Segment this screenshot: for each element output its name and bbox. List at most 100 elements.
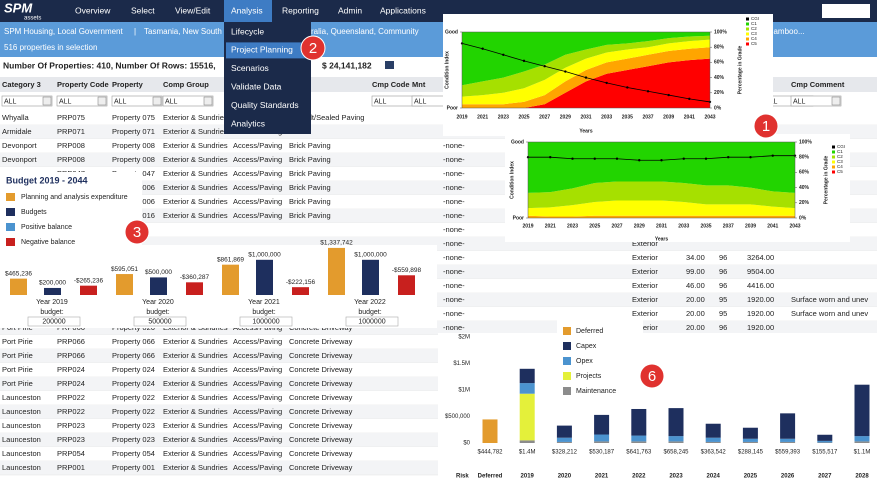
legend-label: C2 [837,154,843,159]
legend-swatch [832,155,835,159]
nav-item[interactable]: Admin [338,5,362,15]
table-cell: Brick Paving [289,183,331,192]
bar-segment [742,438,758,442]
table-cell: -none- [443,281,465,290]
budget-bar [256,259,273,295]
filter-value: ALL [414,98,427,105]
bar-segment [817,434,833,441]
x-tick-label: 2019 [521,474,535,480]
cgi-point [549,156,552,159]
bar-value-label: $1,000,000 [248,252,281,259]
table-cell: Exterior & Sundries [163,211,228,220]
table-cell: Access/Paving [233,141,282,150]
budget-bar [222,264,239,295]
budget-input[interactable] [239,316,293,327]
bar-total-label: $1.1M [854,450,871,456]
cgi-point [749,156,752,159]
y-tick-label: 0% [714,105,722,111]
legend-swatch [6,238,15,246]
column-filter[interactable] [790,95,842,107]
nav-item[interactable]: Select [131,5,155,15]
legend-swatch [746,42,749,46]
dropdown-item[interactable]: Project Planning [231,45,293,55]
table-cell: Access/Paving [233,365,282,374]
table-cell: Property 008 [112,141,155,150]
y-tick-label: $1.5M [453,361,470,367]
bar-value-label: $1,337,742 [320,240,353,247]
x-tick-label: 2024 [707,474,721,480]
column-filter[interactable] [111,95,163,107]
bar-segment [482,419,498,443]
step-badge [300,35,326,61]
table-cell: PRP054 [57,449,85,458]
table-cell: 20.00 [686,309,705,318]
bar-value-label: -$222,156 [286,279,316,286]
table-cell: Exterior & Sundries [163,407,228,416]
table-cell: 34.00 [686,253,705,262]
nav-item[interactable]: Overview [75,5,111,15]
bar-segment [519,393,535,441]
table-cell: 95 [719,309,727,318]
nav-item[interactable]: Applications [380,5,426,15]
bar-value-label: -$360,287 [180,274,210,281]
column-filter[interactable] [162,95,214,107]
legend-swatch [746,17,749,21]
bar-total-label: $328,212 [552,450,578,456]
y-tick-label: 60% [799,170,810,176]
dropdown-item[interactable]: Quality Standards [231,100,299,110]
x-tick-label: 2031 [656,223,667,229]
dropdown-item[interactable]: Analytics [231,118,265,128]
bar-total-label: $641,763 [626,450,652,456]
table-cell: Port Pirie [2,351,33,360]
menu-layer: Lifecycle Project Planning Scenarios Valida… [124,22,779,389]
bar-segment [556,437,572,442]
y2-tick-label: Good [445,29,458,35]
filter-value: ALL [59,98,72,105]
nav-item[interactable]: Analysis [231,5,263,15]
table-cell: 20.00 [686,323,705,332]
x-tick-label: 2033 [601,114,612,120]
bar-value-label: $465,236 [5,270,32,277]
dropdown-item[interactable]: Lifecycle [231,26,264,36]
step-number: 3 [133,224,141,241]
table-cell: Exterior & Sundries [163,141,228,150]
table-cell: Access/Paving [233,337,282,346]
table-cell: Surface worn and unev [791,295,868,304]
export-icon[interactable] [385,61,394,69]
legend-label: C1 [837,149,843,154]
table-cell: Exterior [632,239,658,248]
cgi-point [564,70,567,73]
bar-total-label: $530,187 [589,450,615,456]
dropdown-item[interactable]: Scenarios [231,63,269,73]
x-tick-label: 2043 [789,223,800,229]
y-tick-label: 80% [799,155,810,161]
search-box[interactable] [822,4,870,18]
table-cell: Exterior & Sundries [163,197,228,206]
cgi-point [682,157,685,160]
table-cell: Property 022 [112,407,155,416]
dropdown-item[interactable]: Validate Data [231,81,282,91]
budget-input[interactable] [133,316,187,327]
column-filter[interactable] [1,95,53,107]
table-cell: Asphalt/Sealed Paving [289,113,364,122]
table-cell: Concrete Driveway [289,449,353,458]
x-tick-label: 2023 [567,223,578,229]
bar-segment [817,442,833,443]
column-filter[interactable] [56,95,108,107]
x-tick-label: 2028 [855,474,869,480]
bar-total-label: $155,517 [812,450,838,456]
budget-input[interactable] [27,316,81,327]
cgi-point [667,93,670,97]
table-cell: Access/Paving [233,211,282,220]
budget-input[interactable] [345,316,399,327]
table-cell: Launceston [2,393,41,402]
legend-label: C2 [751,26,757,31]
table-cell: Exterior & Sundries [163,183,228,192]
nav-item[interactable]: View/Edit [175,5,211,15]
x-tick-label: 2023 [669,474,683,480]
y-tick-label: 60% [714,60,725,66]
budget-title: Budget 2019 - 2044 [6,175,88,185]
nav-item[interactable]: Reporting [282,5,319,15]
table-cell: Launceston [2,407,41,416]
